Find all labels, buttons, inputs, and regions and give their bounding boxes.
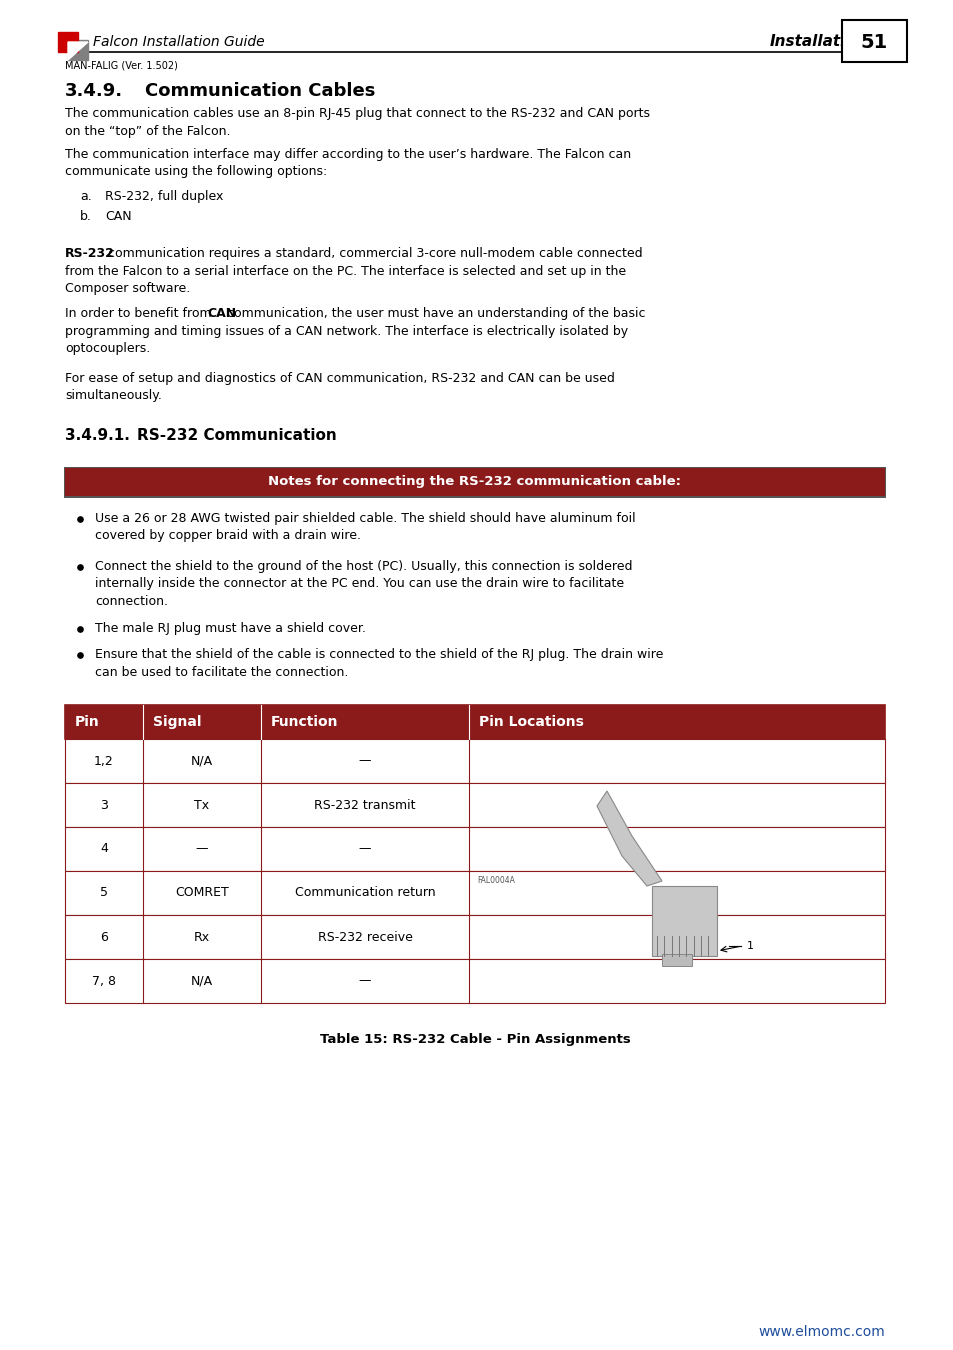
Text: optocouplers.: optocouplers.: [65, 342, 150, 355]
Text: 1: 1: [746, 941, 753, 950]
Text: RS-232 receive: RS-232 receive: [317, 930, 412, 944]
Text: www.elmomc.com: www.elmomc.com: [758, 1324, 884, 1339]
Text: CAN: CAN: [105, 211, 132, 223]
Text: Rx: Rx: [193, 930, 210, 944]
Text: RS-232 Communication: RS-232 Communication: [137, 428, 336, 443]
Text: from the Falcon to a serial interface on the PC. The interface is selected and s: from the Falcon to a serial interface on…: [65, 265, 625, 278]
Text: Pin: Pin: [75, 716, 100, 729]
Text: FAL0004A: FAL0004A: [476, 876, 515, 886]
Text: simultaneously.: simultaneously.: [65, 390, 162, 402]
Text: on the “top” of the Falcon.: on the “top” of the Falcon.: [65, 124, 231, 138]
Bar: [65, 783, 884, 828]
Bar: [65, 915, 884, 958]
Text: In order to benefit from: In order to benefit from: [65, 306, 215, 320]
Bar: [841, 20, 906, 62]
Text: 5: 5: [100, 887, 108, 899]
Bar: [58, 32, 78, 53]
Bar: [65, 958, 884, 1003]
Text: b.: b.: [80, 211, 91, 223]
Text: For ease of setup and diagnostics of CAN communication, RS-232 and CAN can be us: For ease of setup and diagnostics of CAN…: [65, 373, 615, 385]
Text: The communication cables use an 8-pin RJ-45 plug that connect to the RS-232 and : The communication cables use an 8-pin RJ…: [65, 107, 649, 120]
Bar: [661, 954, 691, 967]
Text: N/A: N/A: [191, 975, 213, 987]
Text: —: —: [358, 755, 371, 768]
Text: N/A: N/A: [191, 755, 213, 768]
Text: communication, the user must have an understanding of the basic: communication, the user must have an und…: [227, 306, 645, 320]
Text: 3.4.9.1.: 3.4.9.1.: [65, 428, 130, 443]
Text: 1,2: 1,2: [94, 755, 113, 768]
Bar: [65, 468, 884, 495]
Text: communicate using the following options:: communicate using the following options:: [65, 166, 327, 178]
Text: Function: Function: [271, 716, 338, 729]
Text: COMRET: COMRET: [175, 887, 229, 899]
Text: —: —: [195, 842, 208, 856]
Text: The male RJ plug must have a shield cover.: The male RJ plug must have a shield cove…: [95, 622, 366, 634]
Text: Signal: Signal: [152, 716, 201, 729]
Text: 51: 51: [860, 32, 887, 51]
Text: 4: 4: [100, 842, 108, 856]
Text: Tx: Tx: [194, 798, 210, 811]
Text: can be used to facilitate the connection.: can be used to facilitate the connection…: [95, 666, 348, 679]
Text: covered by copper braid with a drain wire.: covered by copper braid with a drain wir…: [95, 529, 360, 543]
Polygon shape: [597, 791, 661, 886]
Text: Falcon Installation Guide: Falcon Installation Guide: [92, 35, 264, 49]
Bar: [65, 871, 884, 915]
Bar: [68, 40, 88, 59]
Text: —: —: [358, 842, 371, 856]
Text: MAN-FALIG (Ver. 1.502): MAN-FALIG (Ver. 1.502): [65, 59, 177, 70]
Text: Pin Locations: Pin Locations: [478, 716, 583, 729]
Text: The communication interface may differ according to the user’s hardware. The Fal: The communication interface may differ a…: [65, 148, 631, 161]
Bar: [65, 828, 884, 871]
Bar: [651, 886, 717, 956]
Text: Connect the shield to the ground of the host (PC). Usually, this connection is s: Connect the shield to the ground of the …: [95, 560, 632, 572]
Text: —: —: [358, 975, 371, 987]
Text: 3: 3: [100, 798, 108, 811]
Text: a.: a.: [80, 190, 91, 202]
Text: communication requires a standard, commercial 3-core null-modem cable connected: communication requires a standard, comme…: [109, 247, 642, 261]
Text: RS-232, full duplex: RS-232, full duplex: [105, 190, 223, 202]
Text: 6: 6: [100, 930, 108, 944]
Text: Composer software.: Composer software.: [65, 282, 190, 296]
Text: 7, 8: 7, 8: [91, 975, 116, 987]
Bar: [65, 705, 884, 738]
Polygon shape: [68, 42, 88, 59]
Text: CAN: CAN: [208, 306, 236, 320]
Text: Installation: Installation: [769, 35, 867, 50]
Bar: [64, 467, 885, 498]
Text: Notes for connecting the RS-232 communication cable:: Notes for connecting the RS-232 communic…: [268, 475, 680, 489]
Text: RS-232: RS-232: [65, 247, 114, 261]
Text: programming and timing issues of a CAN network. The interface is electrically is: programming and timing issues of a CAN n…: [65, 324, 627, 338]
Text: Ensure that the shield of the cable is connected to the shield of the RJ plug. T: Ensure that the shield of the cable is c…: [95, 648, 662, 662]
Text: 3.4.9.: 3.4.9.: [65, 82, 123, 100]
Bar: [65, 738, 884, 783]
Text: RS-232 transmit: RS-232 transmit: [314, 798, 416, 811]
Text: Table 15: RS-232 Cable - Pin Assignments: Table 15: RS-232 Cable - Pin Assignments: [319, 1033, 630, 1046]
Text: Communication return: Communication return: [294, 887, 435, 899]
Text: connection.: connection.: [95, 595, 168, 608]
Text: internally inside the connector at the PC end. You can use the drain wire to fac: internally inside the connector at the P…: [95, 578, 623, 590]
Text: Use a 26 or 28 AWG twisted pair shielded cable. The shield should have aluminum : Use a 26 or 28 AWG twisted pair shielded…: [95, 512, 635, 525]
Text: Communication Cables: Communication Cables: [145, 82, 375, 100]
